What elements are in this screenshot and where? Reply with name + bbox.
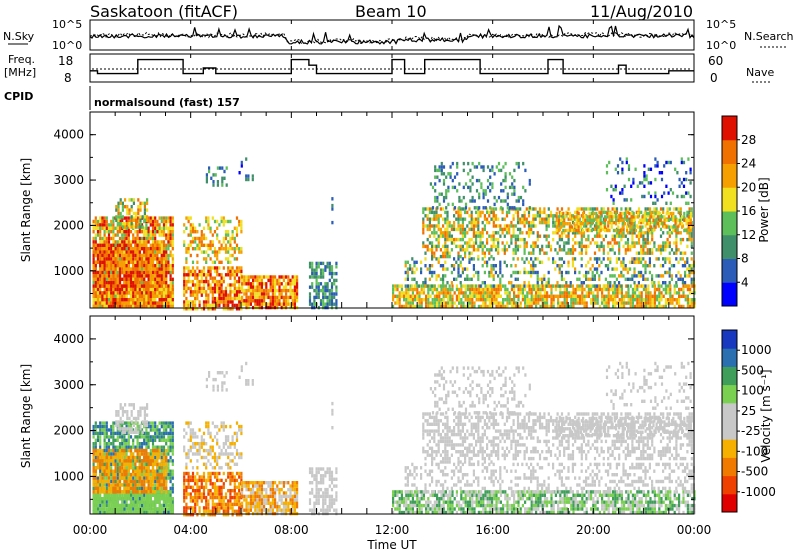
- nsky-series-line: [89, 24, 695, 45]
- velocity-colorbar-swatch: [722, 330, 737, 349]
- power-colorbar-swatch: [722, 211, 737, 236]
- velocity-colorbar-tick-label: -25: [741, 424, 761, 438]
- power-colorbar-tick-label: 16: [741, 204, 756, 218]
- freq-label: Freq.: [8, 53, 35, 66]
- velocity-colorbar-swatch: [722, 366, 737, 386]
- freq-tick-bottom: 8: [64, 71, 72, 85]
- velocity-colorbar-tick-label: -100: [741, 444, 768, 458]
- power-colorbar-tick-label: 24: [741, 157, 756, 171]
- nsearch-series-line: [89, 31, 695, 45]
- velocity-ylabel: Slant Range [km]: [19, 364, 33, 468]
- cpid-label: CPID: [4, 90, 33, 103]
- power-colorbar-swatch: [722, 282, 737, 307]
- power-colorbar-tick-label: 4: [741, 275, 749, 289]
- nsky-tick-top: 10^5: [52, 18, 82, 31]
- nave-tick-top: 60: [708, 54, 723, 68]
- power-heatmap: [92, 157, 696, 311]
- time-tick-label: 20:00: [576, 523, 611, 537]
- time-tick-label: 00:00: [73, 523, 108, 537]
- time-tick-label: 16:00: [475, 523, 510, 537]
- power-colorbar-tick-label: 20: [741, 180, 756, 194]
- velocity-colorbar-swatch: [722, 457, 737, 477]
- nsky-label: N.Sky: [3, 30, 35, 43]
- power-colorbar-swatch: [722, 187, 737, 212]
- velocity-colorbar-swatch: [722, 348, 737, 367]
- velocity-colorbar-swatch: [722, 421, 737, 440]
- velocity-colorbar-tick-label: 25: [741, 404, 756, 418]
- freq-tick-top: 18: [58, 54, 73, 68]
- power-colorbar-swatch: [722, 258, 737, 283]
- velocity-colorbar-swatch: [722, 402, 737, 422]
- nsearch-tick-bottom: 10^0: [706, 39, 736, 52]
- velocity-colorbar-frame: [721, 329, 738, 513]
- velocity-colorbar-tick-label: 1000: [741, 343, 772, 357]
- velocity-colorbar-tick-label: 100: [741, 384, 764, 398]
- freq-unit-label: [MHz]: [4, 66, 36, 79]
- time-tick-label: 12:00: [375, 523, 410, 537]
- power-ytick-label: 1000: [53, 264, 84, 278]
- power-colorbar-tick-label: 8: [741, 252, 749, 266]
- velocity-ytick-label: 1000: [53, 469, 84, 483]
- power-colorbar-tick-label: 12: [741, 228, 756, 242]
- time-tick-label: 04:00: [173, 523, 208, 537]
- power-colorbar-swatch: [722, 116, 737, 141]
- velocity-colorbar-label: Velocity [m s⁻¹]: [759, 369, 773, 462]
- power-ytick-label: 2000: [53, 218, 84, 232]
- time-tick-label: 08:00: [274, 523, 309, 537]
- time-tick-label: 00:00: [677, 523, 712, 537]
- velocity-colorbar-tick-label: -500: [741, 465, 768, 479]
- velocity-colorbar-tick-label: -1000: [741, 485, 776, 499]
- nave-tick-bottom: 0: [710, 71, 718, 85]
- time-axis: 00:00 04:00 08:00 12:00 16:00 20:00 00:00: [73, 20, 712, 537]
- velocity-colorbar: 1000 500 100 25 -25 -100 -500 -1000: [721, 329, 776, 513]
- power-ytick-label: 4000: [53, 128, 84, 142]
- velocity-colorbar-swatch: [722, 493, 737, 513]
- velocity-ytick-label: 4000: [53, 332, 84, 346]
- velocity-heatmap: [92, 361, 696, 517]
- power-colorbar: 4 8 12 16 20 24 28: [721, 115, 756, 307]
- power-y-axis: 1000 2000 3000 4000: [53, 128, 694, 294]
- power-colorbar-swatch: [722, 234, 737, 259]
- cpid-value: normalsound (fast) 157: [94, 96, 240, 109]
- time-xlabel: Time UT: [366, 538, 417, 552]
- freq-series-line: [90, 58, 694, 75]
- velocity-colorbar-swatch: [722, 439, 737, 458]
- velocity-colorbar-tick-label: 500: [741, 363, 764, 377]
- nsearch-tick-top: 10^5: [706, 18, 736, 31]
- power-colorbar-tick-label: 28: [741, 133, 756, 147]
- power-colorbar-swatch: [722, 139, 737, 164]
- power-ytick-label: 3000: [53, 173, 84, 187]
- power-colorbar-label: Power [dB]: [757, 177, 771, 242]
- power-colorbar-swatch: [722, 163, 737, 188]
- velocity-ytick-label: 2000: [53, 424, 84, 438]
- station-title: Saskatoon (fitACF): [90, 2, 238, 21]
- date-title: 11/Aug/2010: [590, 2, 693, 21]
- nsearch-label: N.Search: [744, 30, 794, 43]
- velocity-ytick-label: 3000: [53, 378, 84, 392]
- velocity-y-axis: 1000 2000 3000 4000: [53, 332, 694, 500]
- beam-title: Beam 10: [355, 2, 427, 21]
- nave-label: Nave: [746, 66, 774, 79]
- velocity-colorbar-swatch: [722, 384, 737, 404]
- nsky-tick-bottom: 10^0: [52, 39, 82, 52]
- power-ylabel: Slant Range [km]: [19, 158, 33, 262]
- velocity-colorbar-swatch: [722, 475, 737, 495]
